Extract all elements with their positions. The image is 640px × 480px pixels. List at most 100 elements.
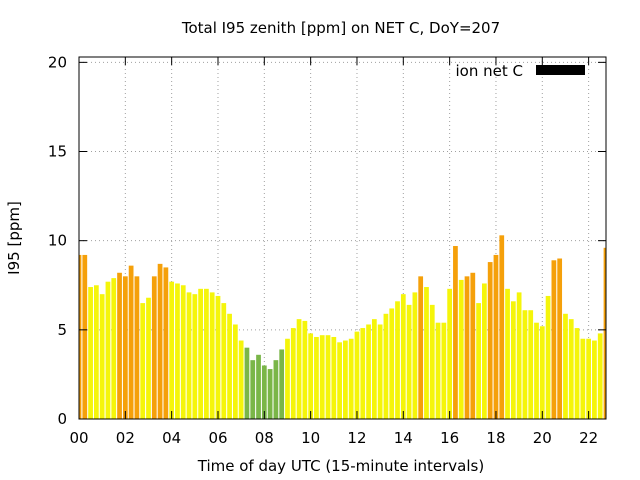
x-tick-label: 04 xyxy=(162,429,181,447)
bar xyxy=(522,310,528,419)
bar xyxy=(563,313,568,419)
bar xyxy=(209,292,215,419)
bar xyxy=(551,260,557,419)
bar xyxy=(458,279,464,419)
bar xyxy=(424,287,429,419)
bar xyxy=(505,288,510,419)
bar xyxy=(412,292,418,419)
y-tick-label: 15 xyxy=(48,143,67,161)
bar xyxy=(117,272,122,419)
bar xyxy=(163,267,169,419)
bar xyxy=(331,336,337,419)
bar xyxy=(516,292,522,419)
bar xyxy=(99,294,105,419)
bar xyxy=(285,338,290,419)
bar xyxy=(146,297,151,419)
bar xyxy=(586,338,592,419)
bar xyxy=(453,246,458,419)
bar xyxy=(574,328,580,419)
chart-title: Total I95 zenith [ppm] on NET C, DoY=207 xyxy=(181,19,500,37)
bar xyxy=(290,328,296,419)
tick-labels: 0 5 10 15 20 00 02 04 06 08 10 12 14 16 18 20 22 xyxy=(48,53,598,447)
bar xyxy=(314,336,319,419)
bar xyxy=(175,283,180,419)
bar xyxy=(227,313,232,419)
bar xyxy=(435,322,441,419)
bar xyxy=(592,340,597,419)
bar xyxy=(597,333,603,419)
bar xyxy=(232,324,238,419)
bar xyxy=(111,278,117,419)
bar xyxy=(140,303,146,419)
bar xyxy=(354,331,360,419)
bar xyxy=(534,322,539,419)
bar xyxy=(79,254,82,419)
x-axis-label: Time of day UTC (15-minute intervals) xyxy=(197,457,484,475)
bar xyxy=(215,295,221,419)
bar xyxy=(261,365,267,419)
bar xyxy=(308,333,314,419)
bar xyxy=(128,265,134,419)
bar xyxy=(198,288,203,419)
x-tick-label: 02 xyxy=(116,429,135,447)
x-tick-label: 20 xyxy=(533,429,552,447)
bar xyxy=(360,328,366,419)
bar xyxy=(482,283,487,419)
bar xyxy=(302,320,308,419)
bar xyxy=(221,303,227,419)
bar xyxy=(464,276,470,419)
bar xyxy=(406,304,412,419)
bar xyxy=(279,349,285,419)
bar xyxy=(244,347,250,419)
bar xyxy=(250,360,256,419)
x-tick-label: 16 xyxy=(440,429,459,447)
bar xyxy=(204,288,209,419)
bar xyxy=(343,340,348,419)
bar xyxy=(470,272,476,419)
bar xyxy=(366,324,371,419)
bar xyxy=(418,276,424,419)
bar xyxy=(105,281,111,419)
plot-frame xyxy=(78,56,607,420)
bar xyxy=(157,263,163,419)
bar xyxy=(603,247,606,419)
bar xyxy=(510,301,516,419)
bar xyxy=(389,308,395,419)
bar xyxy=(528,310,534,419)
bar xyxy=(348,338,354,419)
legend-label: ion net C xyxy=(456,62,523,80)
legend: ion net C xyxy=(456,62,585,80)
bar xyxy=(238,340,244,419)
bar xyxy=(580,338,586,419)
y-axis-label: I95 [ppm] xyxy=(5,201,23,275)
bar xyxy=(371,319,377,419)
bar xyxy=(493,254,499,419)
bar xyxy=(429,304,435,419)
bar xyxy=(192,294,198,419)
bar xyxy=(296,319,302,419)
x-tick-label: 10 xyxy=(301,429,320,447)
bar xyxy=(377,324,383,419)
bar xyxy=(545,295,551,419)
bar xyxy=(151,276,157,419)
x-tick-label: 22 xyxy=(579,429,598,447)
legend-swatch xyxy=(536,65,585,75)
y-tick-label: 0 xyxy=(57,410,67,428)
bars xyxy=(79,235,606,419)
bar xyxy=(134,276,140,419)
bar xyxy=(93,285,99,419)
bar xyxy=(186,292,192,419)
y-tick-label: 20 xyxy=(48,53,67,71)
bar xyxy=(395,301,400,419)
x-tick-label: 12 xyxy=(347,429,366,447)
bar xyxy=(267,369,273,419)
bar xyxy=(447,288,453,419)
ticks xyxy=(78,57,606,420)
x-tick-label: 06 xyxy=(208,429,227,447)
bar xyxy=(476,303,481,419)
x-tick-label: 18 xyxy=(486,429,505,447)
x-tick-label: 08 xyxy=(255,429,274,447)
bar xyxy=(557,258,563,419)
grid xyxy=(79,57,606,419)
